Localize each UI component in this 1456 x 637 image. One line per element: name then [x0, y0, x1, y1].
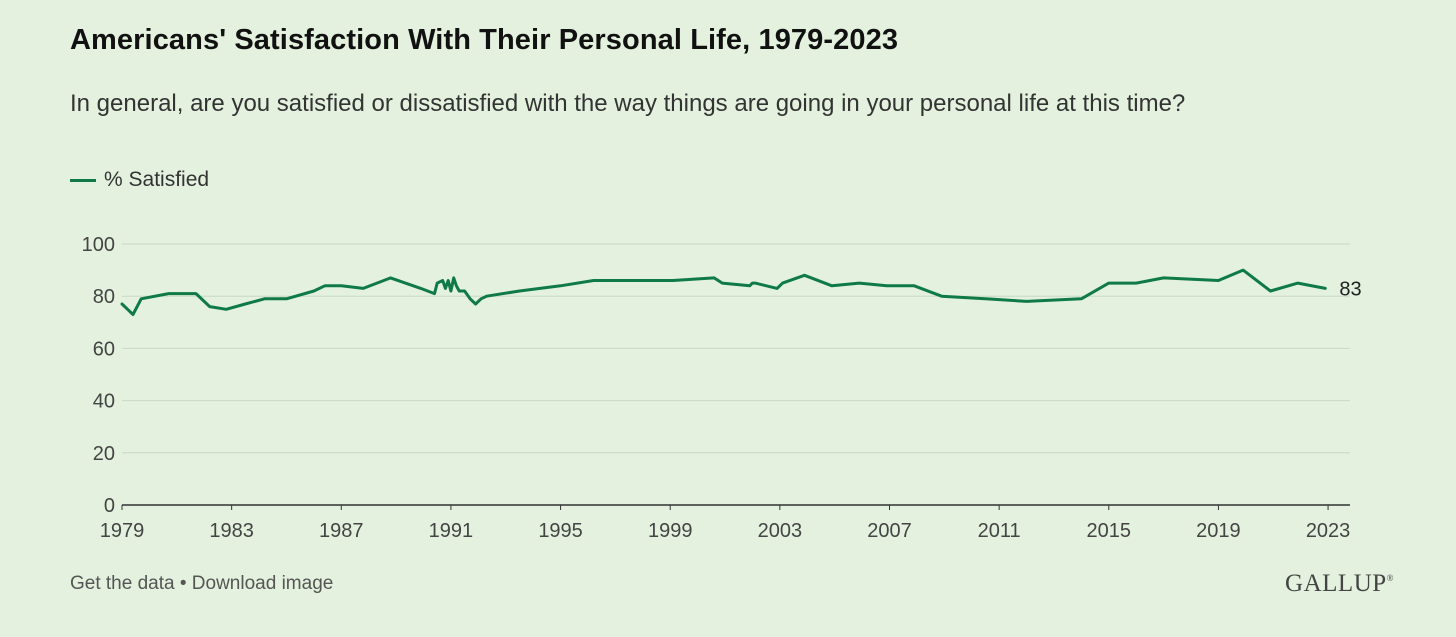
- y-tick-label: 100: [82, 234, 115, 256]
- end-value-label: 83: [1339, 278, 1361, 300]
- y-tick-label: 80: [93, 286, 115, 308]
- chart-title: Americans' Satisfaction With Their Perso…: [70, 24, 899, 56]
- x-tick-label: 2023: [1306, 520, 1351, 542]
- legend-label: % Satisfied: [104, 168, 210, 191]
- x-tick-label: 2011: [978, 520, 1021, 542]
- y-tick-label: 0: [104, 495, 115, 517]
- gallup-wordmark: GALLUP: [1285, 570, 1387, 597]
- x-tick-label: 1995: [538, 520, 583, 542]
- gallup-logo: GALLUP®: [1285, 570, 1394, 598]
- y-tick-label: 20: [93, 443, 115, 465]
- y-tick-label: 60: [93, 338, 115, 360]
- x-tick-label: 1979: [100, 520, 145, 542]
- y-tick-label: 40: [93, 391, 115, 413]
- legend: % Satisfied: [70, 168, 209, 192]
- registered-mark: ®: [1386, 573, 1394, 583]
- get-data-link[interactable]: Get the data: [70, 573, 175, 594]
- legend-line-swatch: [70, 178, 96, 182]
- x-tick-label: 1991: [429, 520, 474, 542]
- download-image-link[interactable]: Download image: [191, 573, 334, 594]
- x-tick-label: 1987: [319, 520, 364, 542]
- footer-separator: •: [179, 573, 187, 594]
- x-tick-label: 1999: [648, 520, 693, 542]
- series-line-satisfied: [120, 268, 1327, 316]
- x-tick-label: 2003: [758, 520, 803, 542]
- x-tick-label: 2007: [867, 520, 912, 542]
- x-tick-label: 2019: [1196, 520, 1241, 542]
- x-tick-label: 2015: [1087, 520, 1132, 542]
- footer-links: Get the data • Download image: [70, 573, 333, 595]
- x-tick-label: 1983: [209, 520, 254, 542]
- chart-subtitle: In general, are you satisfied or dissati…: [70, 90, 1186, 117]
